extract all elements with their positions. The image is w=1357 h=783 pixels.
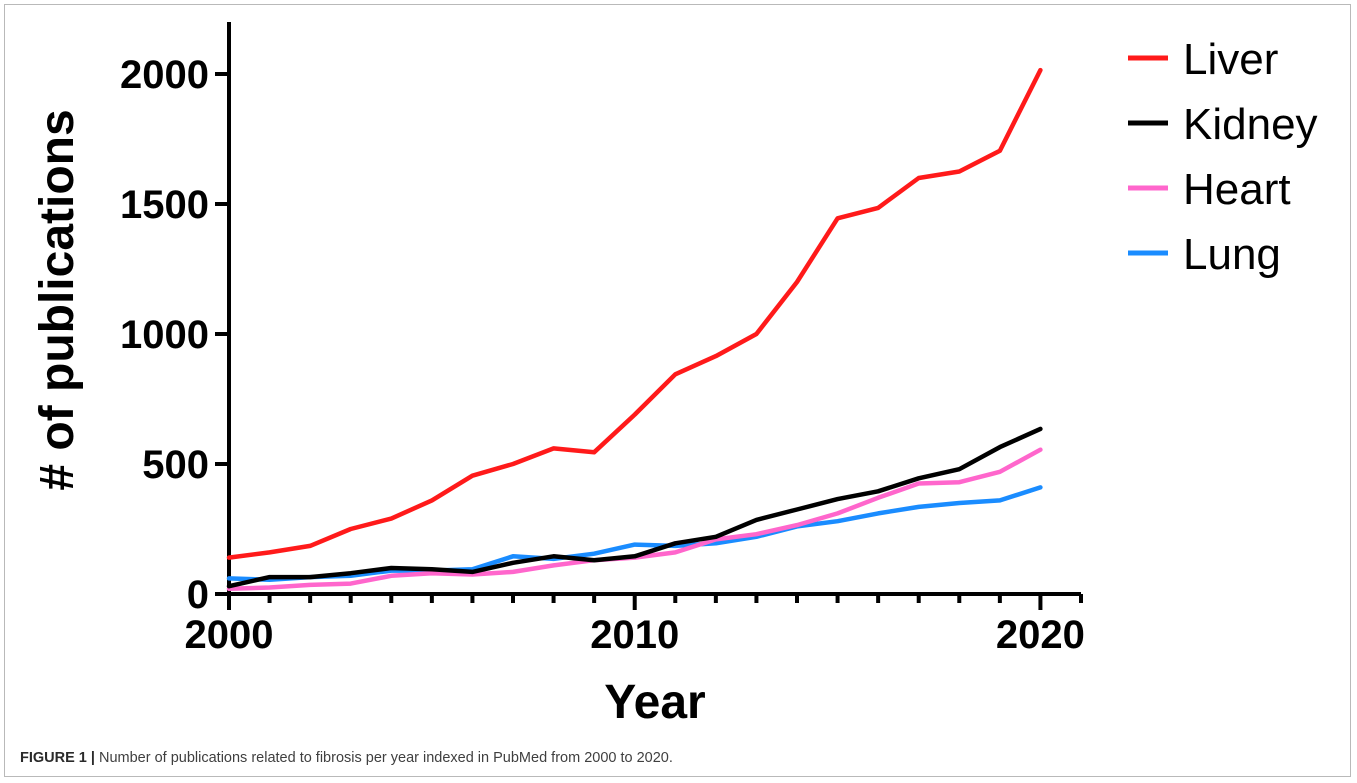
y-tick-label: 1000 xyxy=(120,313,209,357)
series-lines xyxy=(226,67,1043,592)
legend-label-heart: Heart xyxy=(1183,165,1291,214)
figure-caption: FIGURE 1 | Number of publications relate… xyxy=(20,750,673,766)
legend: Liver Kidney Heart Lung xyxy=(1128,35,1318,279)
x-tick-label: 2010 xyxy=(590,613,679,657)
y-tick-label: 1500 xyxy=(120,183,209,227)
chart-axes: 0 500 1000 1500 2000 2000 2010 2020 xyxy=(120,22,1085,657)
y-tick-label: 2000 xyxy=(120,53,209,97)
figure-caption-label: FIGURE 1 | xyxy=(20,750,95,766)
x-axis-title: Year xyxy=(604,676,705,729)
y-tick-label: 500 xyxy=(142,443,209,487)
series-line-lung xyxy=(226,485,1043,582)
y-axis-title: # of publications xyxy=(31,109,84,490)
legend-label-liver: Liver xyxy=(1183,35,1278,84)
series-line-kidney xyxy=(226,426,1043,589)
figure-caption-text: Number of publications related to fibros… xyxy=(94,750,673,766)
legend-label-lung: Lung xyxy=(1183,230,1281,279)
legend-label-kidney: Kidney xyxy=(1183,100,1318,149)
y-tick-label: 0 xyxy=(187,573,209,617)
series-line-heart xyxy=(226,447,1043,592)
x-tick-label: 2000 xyxy=(185,613,274,657)
series-line-liver xyxy=(226,67,1043,560)
x-tick-label: 2020 xyxy=(996,613,1085,657)
figure-frame xyxy=(4,4,1351,777)
